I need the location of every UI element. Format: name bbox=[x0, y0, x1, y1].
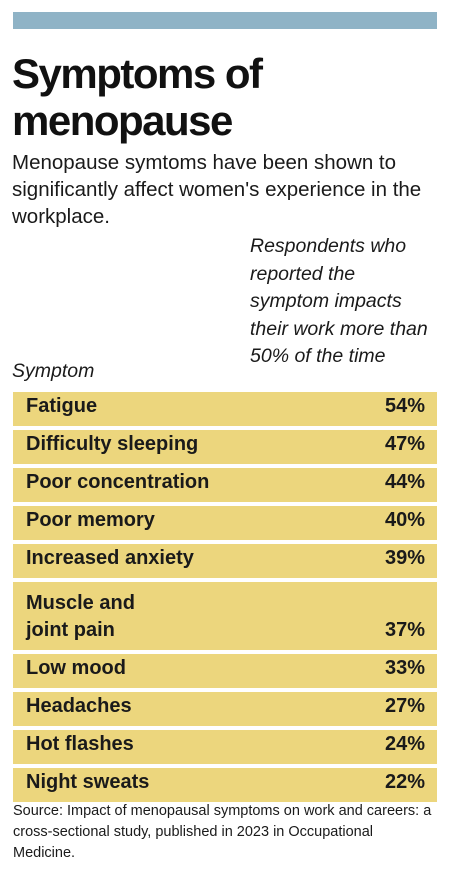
top-accent-bar bbox=[13, 12, 437, 29]
symptom-value: 24% bbox=[384, 733, 425, 755]
symptom-value: 44% bbox=[384, 471, 425, 493]
symptom-value: 27% bbox=[384, 695, 425, 717]
table-row: Difficulty sleeping 47% bbox=[13, 430, 437, 464]
symptom-value: 54% bbox=[384, 395, 425, 417]
symptom-table: Fatigue 54% Difficulty sleeping 47% Poor con… bbox=[13, 392, 437, 806]
symptom-label: Low mood bbox=[26, 657, 126, 679]
symptom-label: Increased anxiety bbox=[26, 547, 194, 569]
symptom-value: 40% bbox=[384, 509, 425, 531]
symptom-value: 37% bbox=[384, 619, 425, 641]
symptom-value: 47% bbox=[384, 433, 425, 455]
table-row: Increased anxiety 39% bbox=[13, 544, 437, 578]
table-row: Hot flashes 24% bbox=[13, 730, 437, 764]
symptom-label: Headaches bbox=[26, 695, 132, 717]
table-row: Poor memory 40% bbox=[13, 506, 437, 540]
symptom-label: Poor memory bbox=[26, 509, 155, 531]
symptom-label: Fatigue bbox=[26, 395, 98, 417]
table-row: Muscle and joint pain 37% bbox=[13, 582, 437, 650]
symptom-label: Difficulty sleeping bbox=[26, 433, 199, 455]
symptom-value: 22% bbox=[384, 771, 425, 793]
symptom-label: Hot flashes bbox=[26, 733, 134, 755]
symptom-label: Night sweats bbox=[26, 771, 150, 793]
symptom-label: Muscle and joint pain bbox=[26, 592, 135, 641]
subtitle: Menopause symtoms have been shown to sig… bbox=[12, 151, 422, 228]
symptom-value: 39% bbox=[384, 547, 425, 569]
table-row: Poor concentration 44% bbox=[13, 468, 437, 502]
source-note: Source: Impact of menopausal symptoms on… bbox=[13, 803, 432, 861]
symptom-value: 33% bbox=[384, 657, 425, 679]
page-title: Symptoms of menopause bbox=[12, 50, 263, 144]
column-header-symptom: Symptom bbox=[12, 360, 95, 382]
table-row: Fatigue 54% bbox=[13, 392, 437, 426]
symptom-label: Poor concentration bbox=[26, 471, 210, 493]
table-row: Night sweats 22% bbox=[13, 768, 437, 802]
table-row: Headaches 27% bbox=[13, 692, 437, 726]
table-row: Low mood 33% bbox=[13, 654, 437, 688]
column-header-respondents: Respondents who reported the symptom imp… bbox=[250, 235, 428, 367]
